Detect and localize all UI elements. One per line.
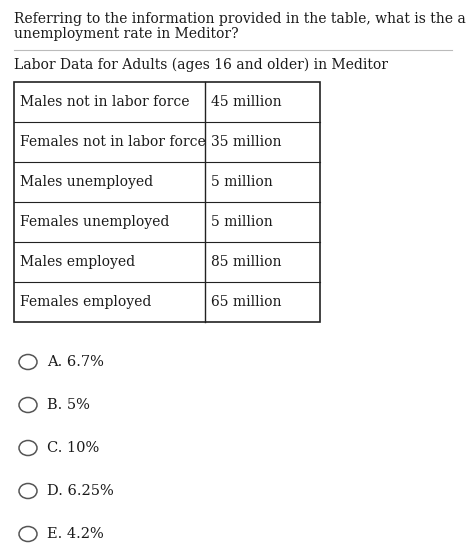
Text: 5 million: 5 million [211, 215, 273, 229]
Text: E. 4.2%: E. 4.2% [47, 527, 104, 541]
Text: 45 million: 45 million [211, 95, 281, 109]
Text: 5 million: 5 million [211, 175, 273, 189]
Text: C. 10%: C. 10% [47, 441, 99, 455]
Text: Females unemployed: Females unemployed [20, 215, 169, 229]
Bar [14, 82, 320, 322]
Text: 85 million: 85 million [211, 255, 281, 269]
Text: Males employed: Males employed [20, 255, 135, 269]
Text: 35 million: 35 million [211, 135, 281, 149]
Text: Males not in labor force: Males not in labor force [20, 95, 190, 109]
Text: Labor Data for Adults (ages 16 and older) in Meditor: Labor Data for Adults (ages 16 and older… [14, 58, 388, 73]
Text: A. 6.7%: A. 6.7% [47, 355, 104, 369]
Text: B. 5%: B. 5% [47, 398, 90, 412]
Text: Females employed: Females employed [20, 295, 151, 309]
Text: 65 million: 65 million [211, 295, 281, 309]
Text: unemployment rate in Meditor?: unemployment rate in Meditor? [14, 27, 239, 41]
Text: Females not in labor force: Females not in labor force [20, 135, 206, 149]
Text: D. 6.25%: D. 6.25% [47, 484, 114, 498]
Text: Referring to the information provided in the table, what is the adult: Referring to the information provided in… [14, 12, 466, 26]
Text: Males unemployed: Males unemployed [20, 175, 153, 189]
